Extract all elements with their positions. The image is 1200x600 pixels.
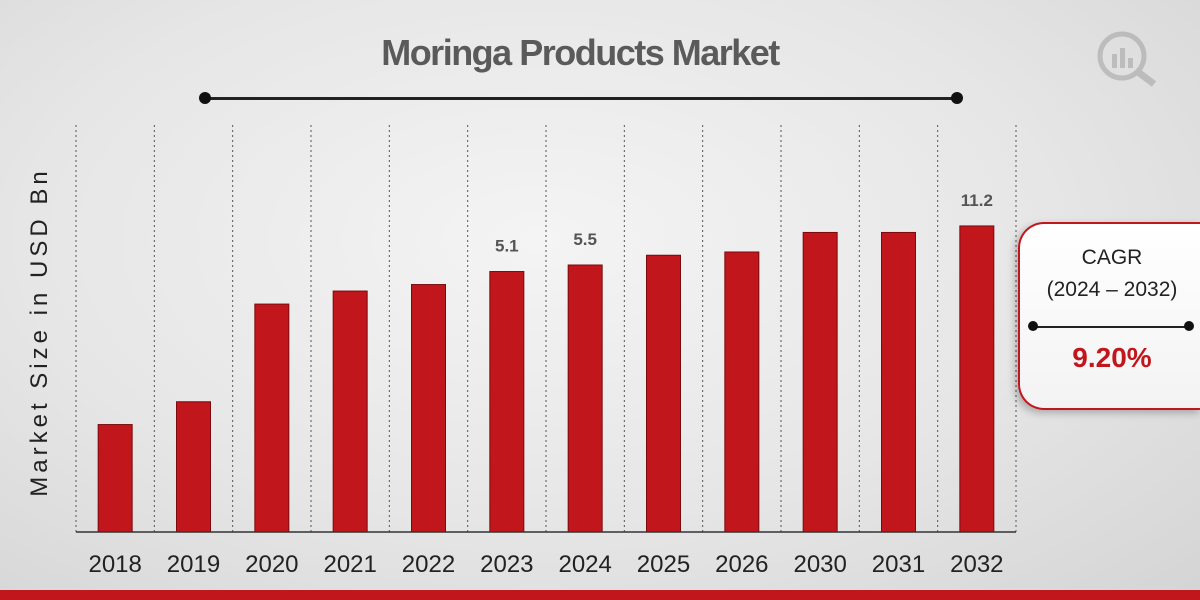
x-tick-label-2020: 2020: [245, 551, 298, 578]
x-tick-label-2031: 2031: [872, 551, 925, 578]
x-tick-labels: 2018 2019 2020 2021 2022 2023 2024 2025 2026 2030…: [88, 551, 1003, 578]
x-tick-label-2026: 2026: [715, 551, 768, 578]
x-tick-label-2021: 2021: [323, 551, 376, 578]
bar-2024: [567, 264, 603, 533]
cagr-divider: [1032, 326, 1190, 328]
data-label-2023: 5.1: [495, 237, 519, 256]
x-tick-label-2025: 2025: [637, 551, 690, 578]
x-tick-label-2030: 2030: [793, 551, 846, 578]
data-labels: 5.1 5.5 11.2: [495, 191, 993, 256]
x-tick-label-2019: 2019: [167, 551, 220, 578]
title-underline: [205, 97, 957, 100]
x-tick-label-2024: 2024: [558, 551, 611, 578]
bar-2019: [176, 401, 211, 533]
x-tick-label-2032: 2032: [950, 551, 1003, 578]
title-underline-right-dot: [951, 92, 963, 104]
bar-2023: [489, 271, 525, 533]
x-tick-label-2023: 2023: [480, 551, 533, 578]
bar-2026: [724, 251, 760, 533]
cagr-label: CAGR: [1081, 246, 1143, 269]
x-tick-label-2022: 2022: [402, 551, 455, 578]
bar-2018: [97, 424, 133, 533]
cagr-period: (2024 – 2032): [1046, 278, 1178, 301]
brand-logo-icon: [1097, 31, 1157, 87]
bar-2030: [802, 231, 838, 533]
bar-2021: [332, 290, 368, 533]
grid-lines: [75, 125, 1017, 532]
cagr-divider-right-dot: [1184, 321, 1194, 331]
cagr-divider-left-dot: [1028, 321, 1038, 331]
bar-2031: [881, 231, 916, 533]
cagr-callout: CAGR (2024 – 2032) 9.20%: [1018, 222, 1200, 410]
cagr-value: 9.20%: [1072, 342, 1152, 373]
bar-2020: [254, 303, 290, 533]
chart-title: Moringa Products Market: [381, 32, 780, 73]
data-label-2024: 5.5: [573, 230, 597, 249]
x-tick-label-2018: 2018: [88, 551, 141, 578]
bar-2032: [959, 225, 995, 533]
title-underline-left-dot: [199, 92, 211, 104]
bar-2025: [646, 254, 681, 533]
data-label-2032: 11.2: [961, 191, 993, 210]
bottom-accent-bar: [0, 590, 1200, 600]
bar-2022: [411, 284, 446, 533]
